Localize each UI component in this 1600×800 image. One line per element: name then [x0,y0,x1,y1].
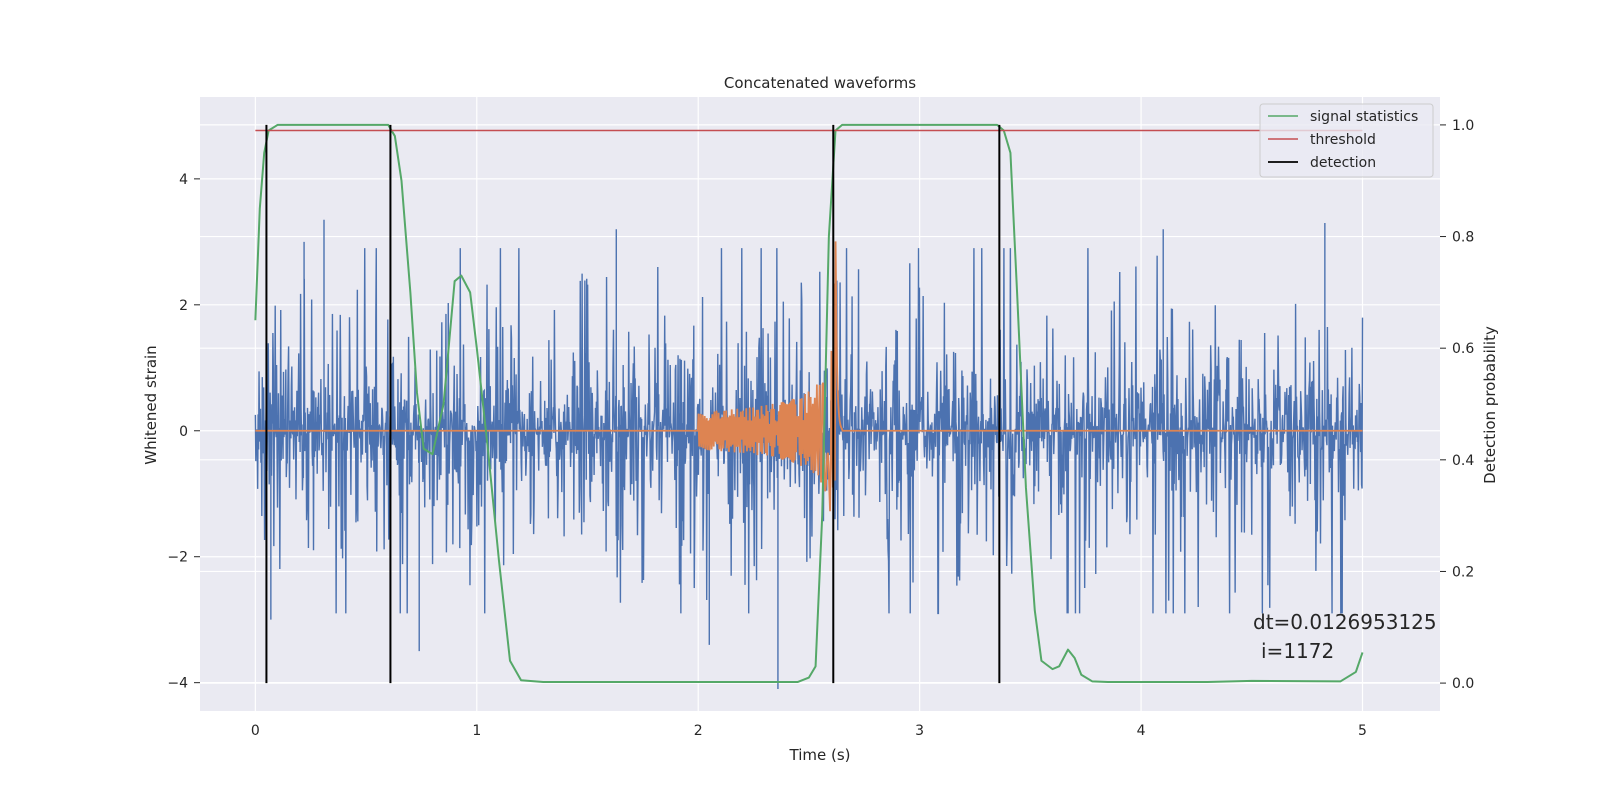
y-left-tick-label: −2 [167,550,188,566]
y-left-tick-label: −4 [167,676,188,692]
y-right-tick-label: 0.4 [1452,453,1474,469]
y-right-tick-label: 0.6 [1452,341,1474,357]
y-right-tick-label: 0.8 [1452,230,1474,246]
legend-label-threshold: threshold [1310,132,1376,148]
chart-title: Concatenated waveforms [724,74,916,92]
y-axis-right-label: Detection probability [1481,326,1499,484]
legend: signal statistics threshold detection [1259,103,1434,178]
annotation-index: i=1172 [1261,639,1334,663]
y-left-tick-label: 4 [179,172,188,188]
y-left-tick-label: 0 [179,424,188,440]
y-axis-left-label: Whitened strain [142,345,160,464]
y-right-tick-label: 1.0 [1452,118,1474,134]
y-left-tick-label: 2 [179,298,188,314]
x-tick-label: 1 [472,723,481,739]
signal-statistics-series [254,123,1364,683]
x-axis: 0 1 2 3 4 5 [251,723,1367,739]
template-line [255,241,1363,512]
y-axis-left: −4 −2 0 2 4 [167,172,200,692]
legend-label-signal-statistics: signal statistics [1310,109,1418,125]
x-tick-label: 0 [251,723,260,739]
x-axis-label: Time (s) [789,746,851,764]
y-right-tick-label: 0.2 [1452,564,1474,580]
x-tick-label: 2 [694,723,703,739]
annotation-dt: dt=0.0126953125 [1253,610,1437,634]
x-tick-label: 4 [1137,723,1146,739]
legend-label-detection: detection [1310,155,1376,171]
x-tick-label: 3 [915,723,924,739]
y-axis-right: 0.0 0.2 0.4 0.6 0.8 1.0 [1440,118,1474,692]
template-series [255,241,1363,512]
signal-statistics-line [254,123,1364,683]
detection-series [265,124,1001,684]
y-right-tick-label: 0.0 [1452,676,1474,692]
x-tick-label: 5 [1358,723,1367,739]
legend-box [1259,103,1434,178]
